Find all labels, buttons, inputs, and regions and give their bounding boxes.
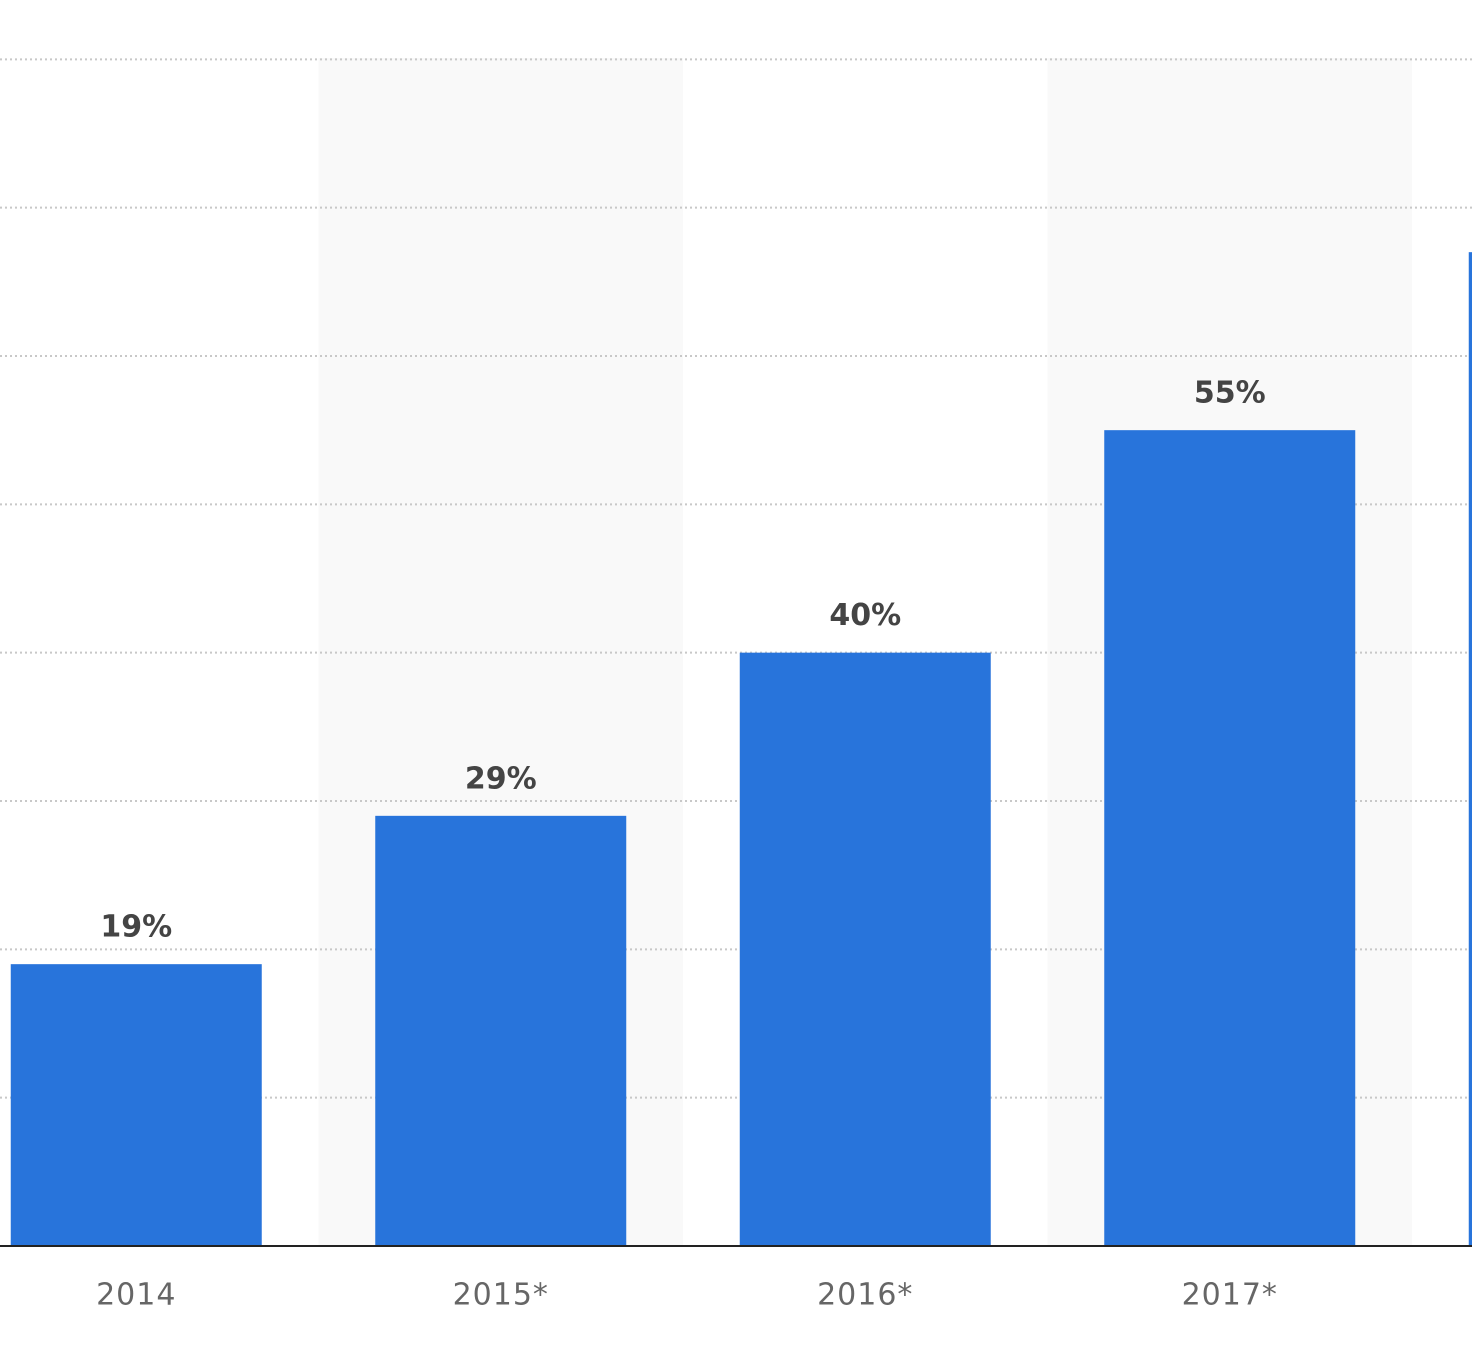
data-label: 19% [100, 910, 172, 945]
x-tick-label: 2017* [1182, 1278, 1278, 1313]
data-label: 55% [1194, 376, 1266, 411]
x-tick-label: 2014 [96, 1278, 176, 1313]
bar [1468, 252, 1472, 1246]
data-label: 29% [465, 761, 537, 796]
bar [1104, 430, 1356, 1247]
bar [375, 815, 627, 1246]
data-label: 40% [829, 598, 901, 633]
x-tick-label: 2015* [453, 1278, 549, 1313]
bar [739, 652, 991, 1246]
x-tick-label: 2016* [817, 1278, 913, 1313]
bar [10, 964, 262, 1246]
